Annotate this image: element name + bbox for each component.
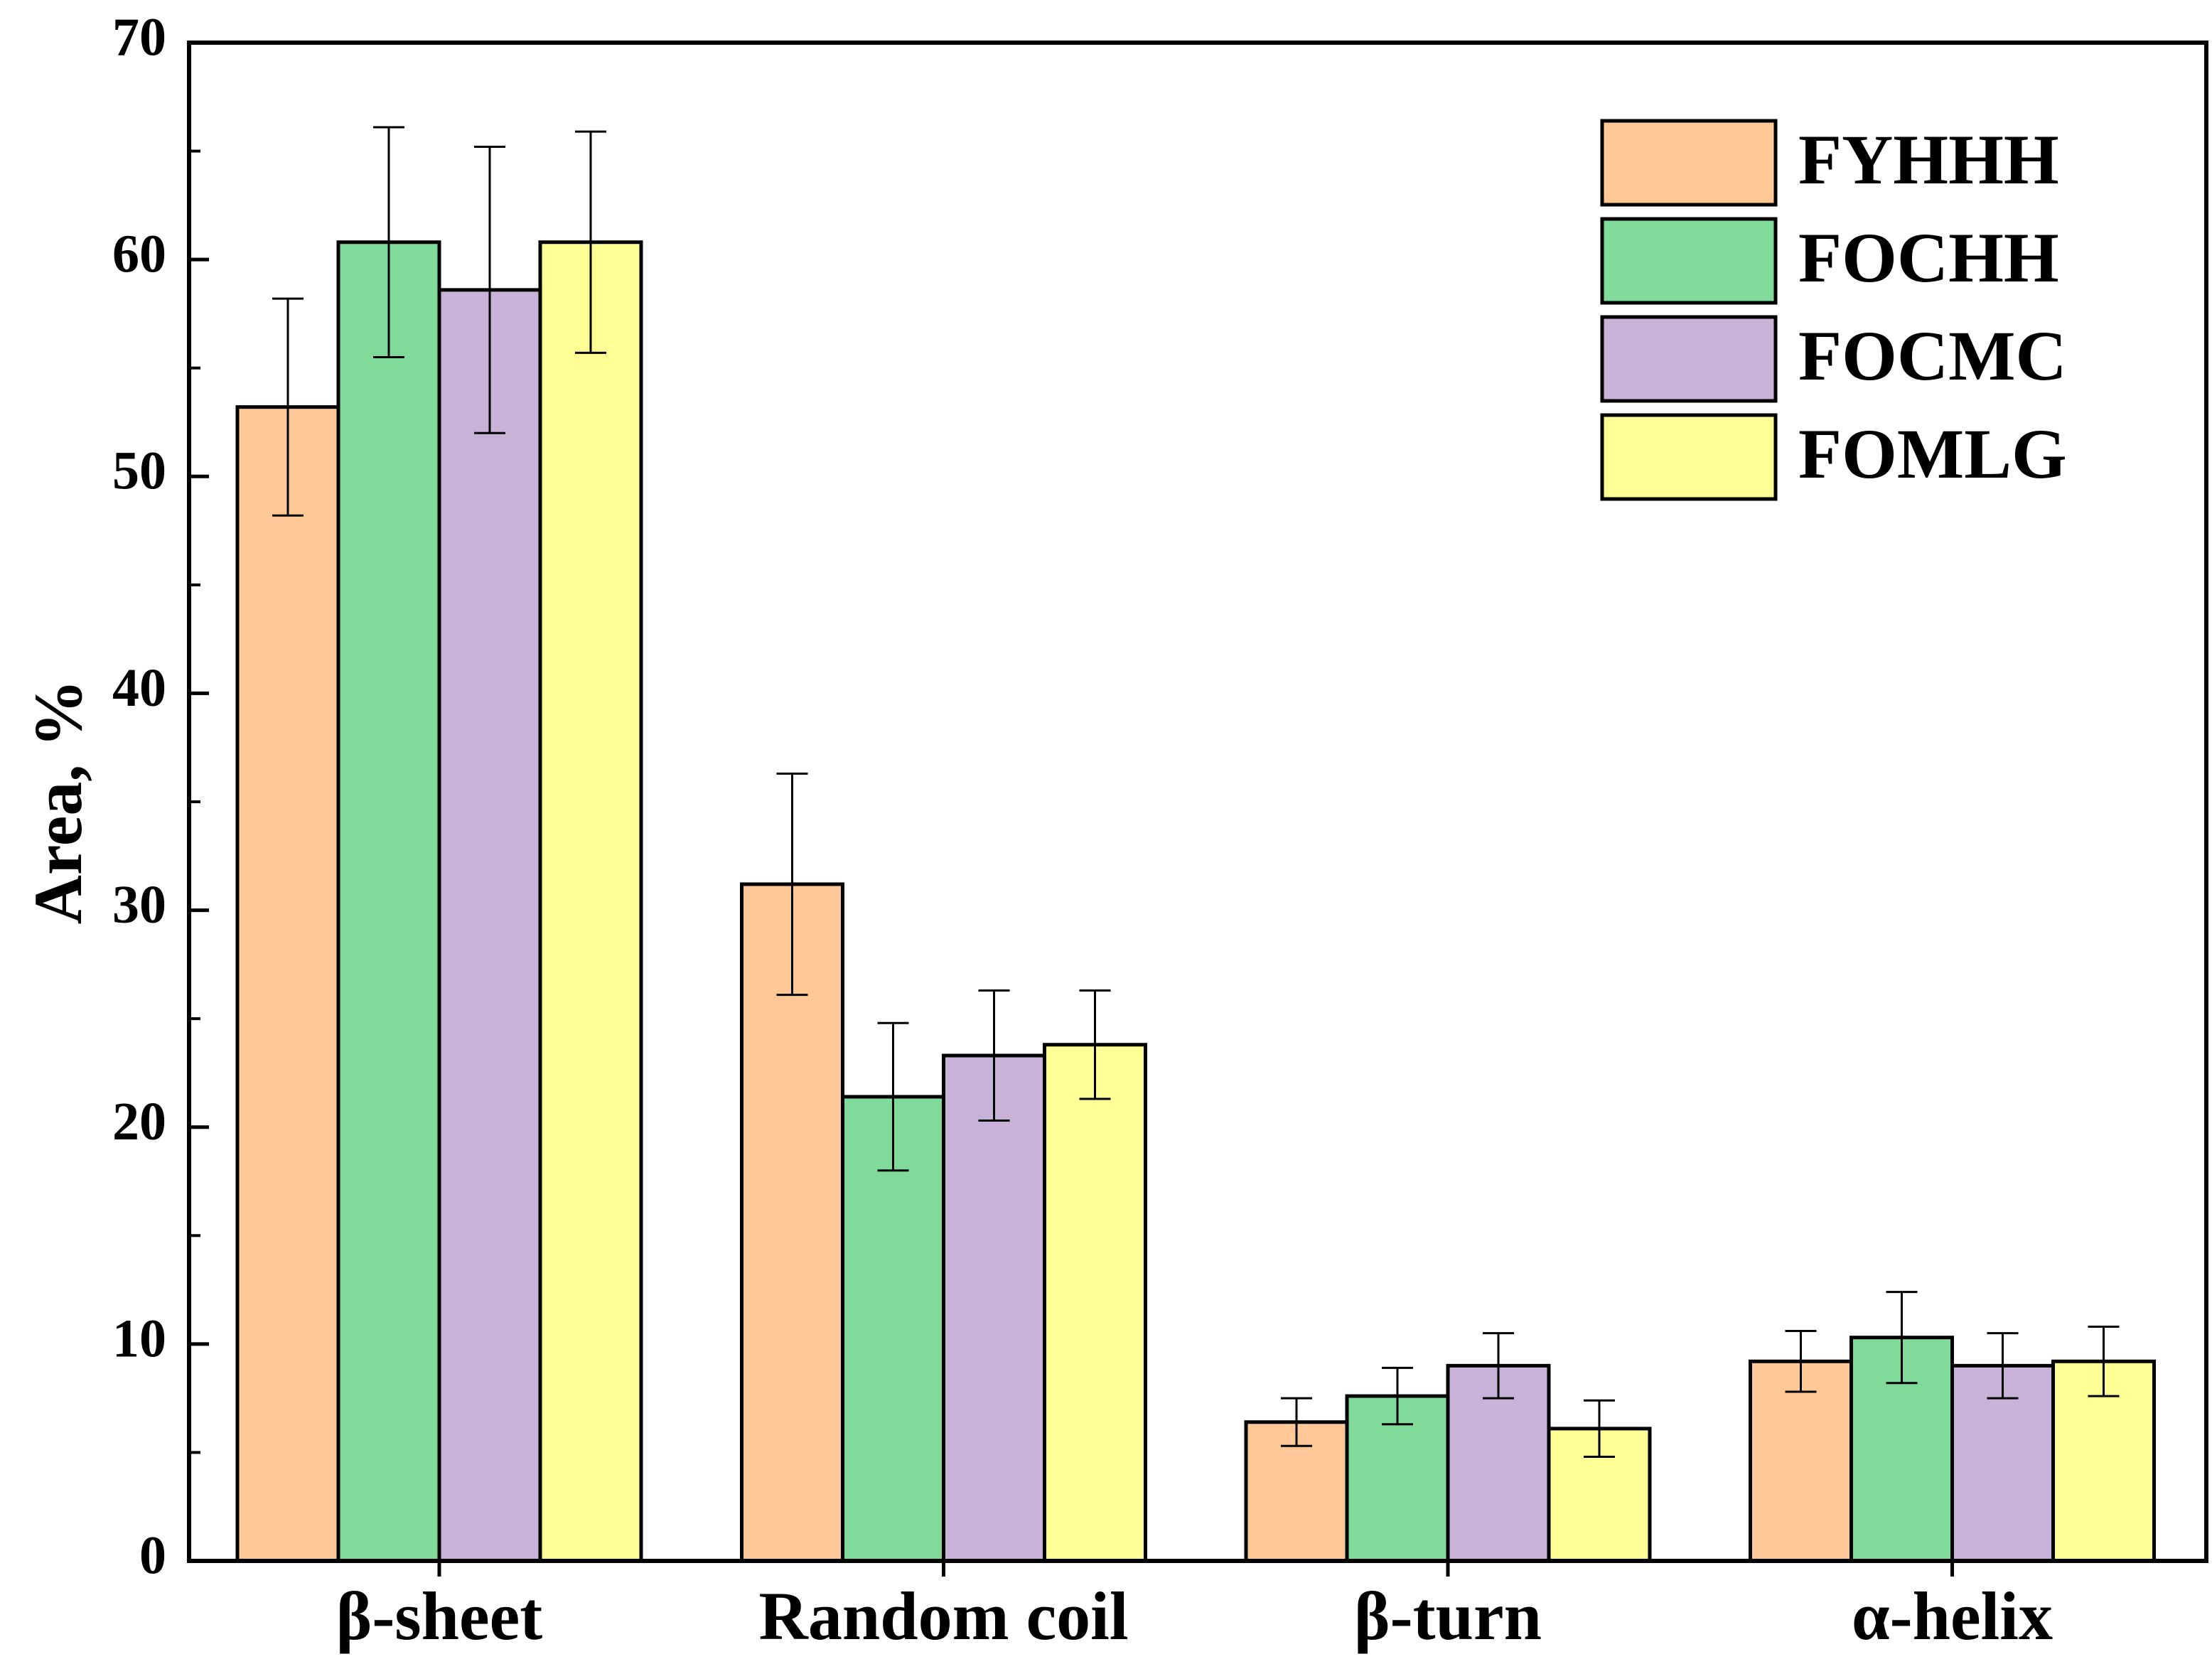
y-tick-label: 10 (112, 1309, 166, 1368)
error-bar-fomlg-2 (1584, 1399, 1615, 1459)
bar-fochh-0 (336, 240, 441, 1563)
legend-label: FOCHH (1798, 218, 2059, 297)
error-bar-fyhhh-3 (1785, 1330, 1817, 1393)
y-tick-label: 70 (112, 7, 166, 67)
y-tick-label: 60 (112, 225, 166, 284)
y-tick-label: 0 (139, 1525, 166, 1585)
y-tick-label: 20 (112, 1092, 166, 1151)
error-bar-fyhhh-2 (1281, 1397, 1312, 1447)
y-tick-label: 40 (112, 658, 166, 718)
bar-focmc-1 (942, 1053, 1046, 1563)
x-tick-label: β-turn (1354, 1578, 1542, 1654)
legend: FYHHH FOCHH FOCMC FOMLG (1600, 119, 2067, 501)
bar-fyhhh-3 (1749, 1359, 1853, 1563)
error-bar-fochh-2 (1382, 1366, 1413, 1426)
legend-label: FOMLG (1798, 414, 2067, 493)
error-bar-fochh-0 (373, 126, 404, 358)
error-bar-focmc-2 (1483, 1332, 1514, 1400)
legend-swatch (1600, 413, 1778, 501)
error-bar-focmc-0 (474, 145, 505, 434)
legend-label: FOCMC (1798, 316, 2067, 395)
y-tick-label: 50 (112, 441, 166, 501)
error-bar-fomlg-1 (1079, 989, 1111, 1100)
legend-swatch (1600, 119, 1778, 207)
error-bars (272, 126, 2120, 1459)
legend-swatch (1600, 217, 1778, 305)
error-bar-fochh-1 (877, 1021, 909, 1172)
x-axis: β-sheet Random coil β-turn α-helix (336, 1561, 2053, 1654)
error-bar-fochh-3 (1886, 1291, 1918, 1385)
legend-swatch (1600, 315, 1778, 403)
bar-fyhhh-0 (235, 405, 340, 1563)
error-bar-focmc-1 (978, 989, 1010, 1122)
legend-item-focmc: FOCMC (1600, 315, 2067, 403)
legend-item-fyhhh: FYHHH (1600, 119, 2059, 207)
bar-fomlg-0 (538, 240, 643, 1563)
x-tick-label: Random coil (758, 1578, 1128, 1654)
error-bar-fyhhh-1 (776, 772, 808, 997)
error-bar-focmc-3 (1987, 1332, 2019, 1400)
y-axis-title: Area, % (20, 680, 96, 925)
x-tick-label: α-helix (1852, 1578, 2053, 1654)
error-bar-fomlg-3 (2088, 1325, 2120, 1397)
y-axis: 0 10 20 30 40 50 60 70 (112, 7, 209, 1585)
bar-focmc-0 (437, 288, 542, 1563)
error-bar-fyhhh-0 (272, 297, 304, 517)
legend-item-fochh: FOCHH (1600, 217, 2059, 305)
y-tick-label: 30 (112, 875, 166, 935)
x-tick-label: β-sheet (336, 1578, 543, 1654)
bar-fomlg-1 (1043, 1043, 1147, 1563)
legend-label: FYHHH (1798, 120, 2059, 199)
legend-item-fomlg: FOMLG (1600, 413, 2067, 501)
error-bar-fomlg-0 (575, 130, 606, 354)
